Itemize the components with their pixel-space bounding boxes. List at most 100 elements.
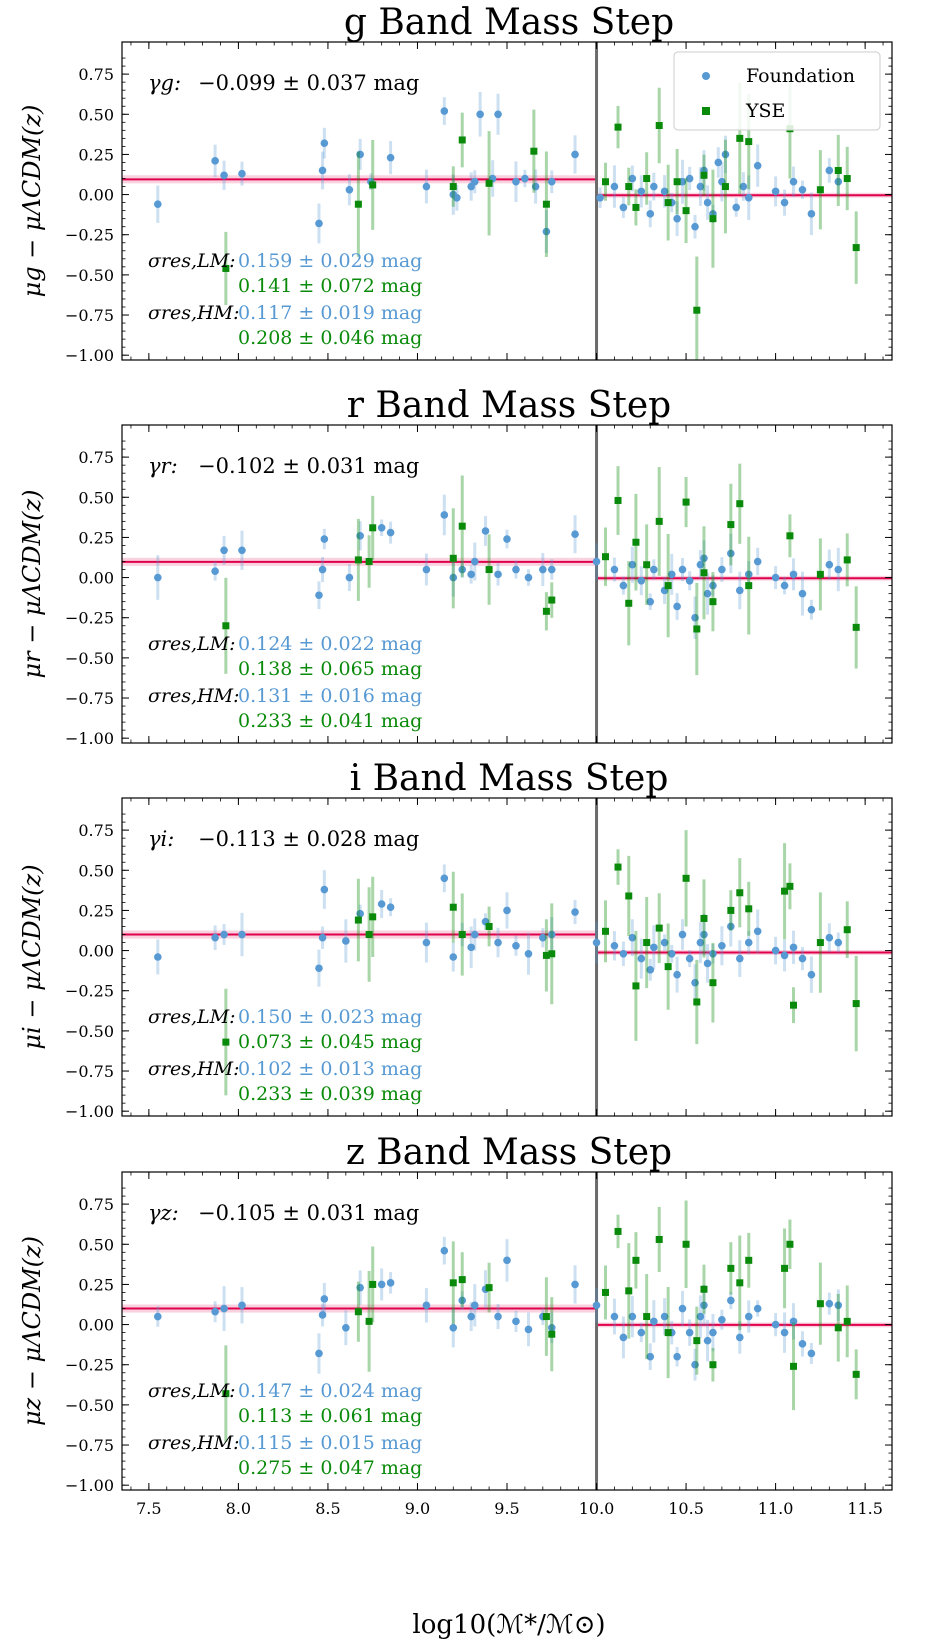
foundation-point: [678, 1304, 687, 1313]
foundation-point: [539, 565, 547, 574]
foundation-point: [727, 1296, 735, 1305]
y-axis-label: μi − μΛCDM(z): [18, 864, 46, 1049]
foundation-point: [320, 535, 329, 543]
yse-point: [542, 951, 550, 959]
foundation-point: [709, 1328, 717, 1337]
foundation-point: [753, 927, 762, 936]
foundation-point: [673, 970, 681, 979]
foundation-point: [696, 938, 705, 947]
yse-point: [736, 1279, 744, 1287]
foundation-point: [470, 930, 479, 939]
y-tick-label: 0.00: [78, 942, 114, 961]
y-tick-label: 0.25: [78, 145, 114, 164]
yse-point: [632, 982, 640, 990]
foundation-point: [318, 166, 327, 175]
foundation-point: [610, 941, 619, 950]
foundation-point: [660, 1312, 669, 1321]
yse-point: [700, 569, 708, 577]
sigma-lm-foundation: 0.147 ± 0.024 mag: [238, 1380, 422, 1402]
foundation-point: [709, 949, 717, 958]
yse-point: [643, 1313, 651, 1321]
foundation-point: [320, 139, 329, 147]
y-tick-label: −1.00: [65, 346, 114, 365]
panel-r-band: r Band Mass Step μr − μΛCDM(z) 0.75 0.50 0.2…: [18, 385, 893, 748]
foundation-point: [315, 591, 323, 600]
foundation-point: [619, 203, 628, 212]
y-tick-label: 0.25: [78, 528, 114, 547]
y-tick-label: −0.50: [65, 266, 114, 285]
foundation-point: [342, 1323, 350, 1332]
yse-point: [664, 963, 672, 971]
foundation-point: [696, 182, 705, 191]
foundation-point: [637, 576, 646, 585]
yse-point: [548, 1330, 556, 1338]
sigma-hm-foundation: 0.115 ± 0.015 mag: [238, 1432, 422, 1454]
foundation-point: [744, 570, 753, 579]
x-axis-label: log10(ℳ*/ℳ⊙): [412, 1610, 605, 1640]
yse-point: [816, 570, 824, 578]
foundation-point: [650, 565, 658, 574]
foundation-point: [619, 949, 628, 958]
yse-point: [745, 1256, 753, 1264]
yse-point: [643, 561, 651, 569]
sigma-hm-foundation: 0.131 ± 0.016 mag: [238, 685, 422, 707]
foundation-point: [685, 174, 694, 183]
foundation-point: [673, 602, 681, 611]
yse-point: [614, 123, 622, 131]
foundation-point: [539, 933, 547, 942]
foundation-point: [458, 565, 467, 574]
y-tick-label: −0.25: [65, 1356, 114, 1375]
yse-point: [664, 199, 672, 207]
foundation-point: [377, 523, 386, 532]
sigma-lm-label: σres,LM:: [148, 1380, 236, 1402]
y-tick-label: 0.25: [78, 901, 114, 920]
foundation-point: [732, 203, 741, 212]
gamma-value: −0.099 ± 0.037 mag: [198, 71, 419, 95]
foundation-point: [789, 1317, 798, 1326]
foundation-point: [718, 1315, 726, 1324]
yse-point: [664, 582, 672, 590]
foundation-point: [470, 177, 479, 186]
yse-point: [655, 517, 663, 525]
yse-point: [542, 200, 550, 208]
yse-point: [693, 625, 701, 633]
foundation-point: [650, 182, 658, 191]
y-tick-label: 0.75: [78, 65, 114, 84]
foundation-point: [524, 573, 533, 582]
foundation-point: [650, 943, 658, 952]
foundation-point: [825, 560, 834, 569]
yse-point: [614, 496, 622, 504]
foundation-point: [531, 182, 540, 191]
foundation-point: [315, 1349, 323, 1358]
foundation-point: [503, 1256, 511, 1265]
foundation-point: [646, 1352, 655, 1361]
yse-point: [625, 599, 633, 607]
foundation-point: [238, 546, 246, 555]
yse-point: [745, 905, 753, 913]
yse-point: [682, 1240, 690, 1248]
foundation-point: [691, 613, 699, 622]
foundation-point: [703, 959, 712, 968]
y-tick-label: −1.00: [65, 1102, 114, 1121]
foundation-point: [422, 182, 431, 191]
yse-series: [222, 1200, 860, 1442]
yse-point: [369, 913, 377, 921]
foundation-point: [660, 187, 669, 196]
foundation-point: [503, 906, 511, 915]
foundation-point: [356, 1283, 364, 1292]
yse-point: [632, 1256, 640, 1264]
yse-point: [449, 554, 457, 562]
foundation-point: [753, 161, 762, 170]
foundation-point: [780, 581, 789, 590]
foundation-point: [628, 560, 637, 569]
foundation-point: [386, 903, 395, 912]
yse-point: [625, 1287, 633, 1295]
foundation-point: [735, 586, 744, 595]
foundation-point: [703, 198, 712, 207]
gamma-label: γg:: [148, 71, 181, 95]
y-tick-label: 0.75: [78, 448, 114, 467]
legend: Foundation YSE: [673, 51, 881, 131]
yse-series: [222, 830, 860, 1096]
foundation-point: [512, 1317, 520, 1326]
foundation-point: [211, 1307, 219, 1316]
